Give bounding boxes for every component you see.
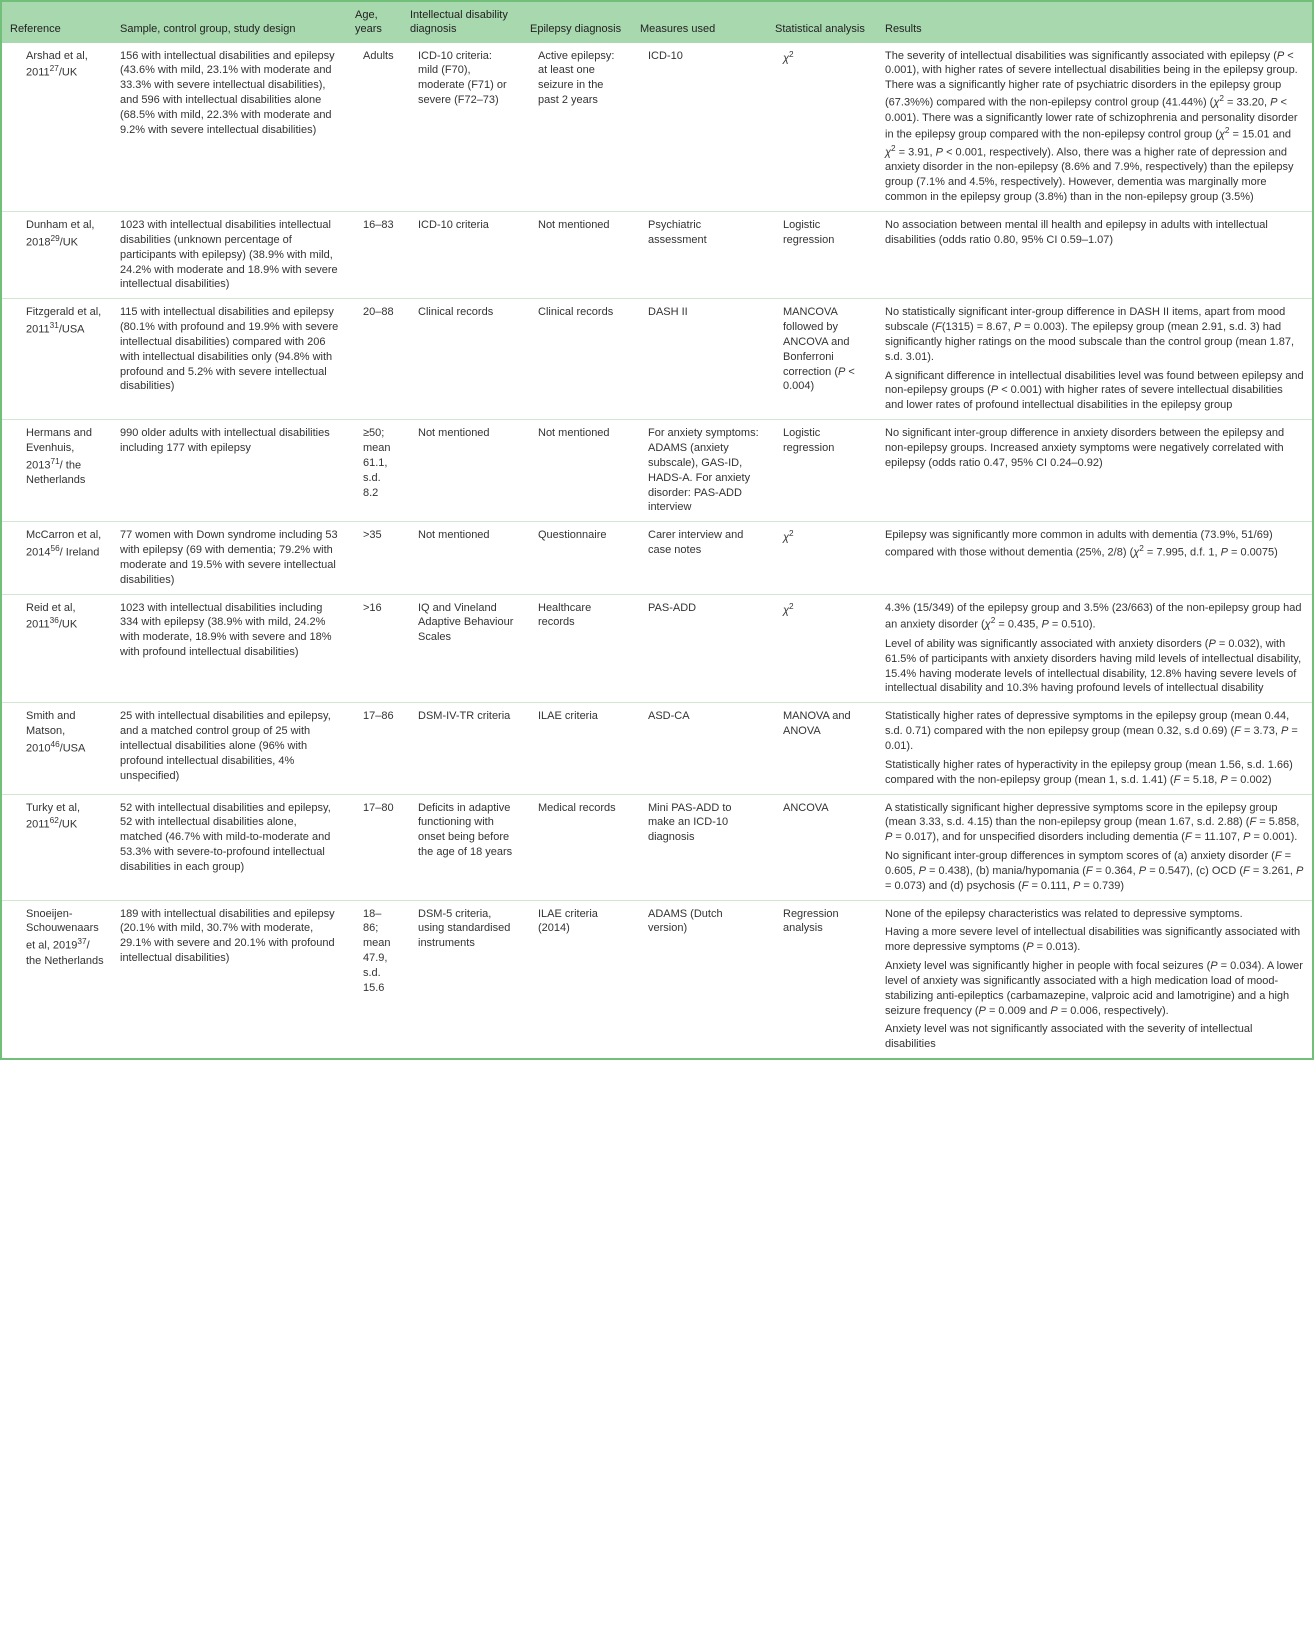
cell-age: 20–88 [347, 299, 402, 420]
cell-results: Statistically higher rates of depressive… [877, 703, 1312, 794]
cell-measures: For anxiety symptoms: ADAMS (anxiety sub… [632, 420, 767, 522]
table-body: Arshad et al, 201127/UK156 with intellec… [2, 43, 1312, 1059]
cell-reference: Hermans and Evenhuis, 201371/ the Nether… [2, 420, 112, 522]
cell-epilepsy-diagnosis: Medical records [522, 794, 632, 900]
study-table: Reference Sample, control group, study d… [2, 2, 1312, 1058]
table-row: Dunham et al, 201829/UK1023 with intelle… [2, 212, 1312, 299]
cell-reference: McCarron et al, 201456/ Ireland [2, 522, 112, 594]
cell-age: ≥50; mean 61.1, s.d. 8.2 [347, 420, 402, 522]
cell-sample: 52 with intellectual disabilities and ep… [112, 794, 347, 900]
cell-age: 17–80 [347, 794, 402, 900]
cell-reference: Reid et al, 201136/UK [2, 594, 112, 703]
cell-stats: χ2 [767, 43, 877, 212]
cell-results: None of the epilepsy characteristics was… [877, 900, 1312, 1058]
cell-age: >16 [347, 594, 402, 703]
cell-sample: 115 with intellectual disabilities and e… [112, 299, 347, 420]
col-reference: Reference [2, 2, 112, 43]
col-sample: Sample, control group, study design [112, 2, 347, 43]
cell-stats: Logistic regression [767, 420, 877, 522]
cell-reference: Snoeijen-Schouwenaars et al, 201937/ the… [2, 900, 112, 1058]
cell-sample: 25 with intellectual disabilities and ep… [112, 703, 347, 794]
cell-measures: Mini PAS-ADD to make an ICD-10 diagnosis [632, 794, 767, 900]
cell-stats: MANCOVA followed by ANCOVA and Bonferron… [767, 299, 877, 420]
table-row: Snoeijen-Schouwenaars et al, 201937/ the… [2, 900, 1312, 1058]
cell-id-diagnosis: DSM-5 criteria, using standardised instr… [402, 900, 522, 1058]
cell-id-diagnosis: Not mentioned [402, 420, 522, 522]
cell-measures: ADAMS (Dutch version) [632, 900, 767, 1058]
cell-sample: 990 older adults with intellectual disab… [112, 420, 347, 522]
cell-age: Adults [347, 43, 402, 212]
col-results: Results [877, 2, 1312, 43]
cell-age: >35 [347, 522, 402, 594]
cell-id-diagnosis: Not mentioned [402, 522, 522, 594]
cell-reference: Dunham et al, 201829/UK [2, 212, 112, 299]
cell-epilepsy-diagnosis: Not mentioned [522, 212, 632, 299]
cell-stats: χ2 [767, 522, 877, 594]
cell-results: A statistically significant higher depre… [877, 794, 1312, 900]
table-row: Arshad et al, 201127/UK156 with intellec… [2, 43, 1312, 212]
cell-results: No association between mental ill health… [877, 212, 1312, 299]
table-row: Turky et al, 201162/UK52 with intellectu… [2, 794, 1312, 900]
col-stats: Statistical analysis [767, 2, 877, 43]
cell-epilepsy-diagnosis: Active epilepsy: at least one seizure in… [522, 43, 632, 212]
cell-id-diagnosis: IQ and Vineland Adaptive Behaviour Scale… [402, 594, 522, 703]
cell-sample: 1023 with intellectual disabilities inte… [112, 212, 347, 299]
cell-sample: 156 with intellectual disabilities and e… [112, 43, 347, 212]
cell-results: Epilepsy was significantly more common i… [877, 522, 1312, 594]
cell-stats: χ2 [767, 594, 877, 703]
cell-stats: Regression analysis [767, 900, 877, 1058]
cell-epilepsy-diagnosis: Not mentioned [522, 420, 632, 522]
study-table-container: Reference Sample, control group, study d… [0, 0, 1314, 1060]
cell-measures: Carer interview and case notes [632, 522, 767, 594]
col-age: Age, years [347, 2, 402, 43]
table-row: Reid et al, 201136/UK1023 with intellect… [2, 594, 1312, 703]
cell-sample: 189 with intellectual disabilities and e… [112, 900, 347, 1058]
cell-sample: 77 women with Down syndrome including 53… [112, 522, 347, 594]
cell-results: The severity of intellectual disabilitie… [877, 43, 1312, 212]
col-epilepsy-diagnosis: Epilepsy diagnosis [522, 2, 632, 43]
cell-sample: 1023 with intellectual disabilities incl… [112, 594, 347, 703]
table-row: Fitzgerald et al, 201131/USA115 with int… [2, 299, 1312, 420]
cell-age: 16–83 [347, 212, 402, 299]
table-row: Smith and Matson, 201046/USA25 with inte… [2, 703, 1312, 794]
cell-age: 17–86 [347, 703, 402, 794]
cell-id-diagnosis: ICD-10 criteria: mild (F70), moderate (F… [402, 43, 522, 212]
cell-measures: DASH II [632, 299, 767, 420]
cell-stats: ANCOVA [767, 794, 877, 900]
table-header: Reference Sample, control group, study d… [2, 2, 1312, 43]
col-measures: Measures used [632, 2, 767, 43]
cell-measures: ICD-10 [632, 43, 767, 212]
cell-reference: Arshad et al, 201127/UK [2, 43, 112, 212]
cell-epilepsy-diagnosis: Clinical records [522, 299, 632, 420]
col-id-diagnosis: Intellectual disability diagnosis [402, 2, 522, 43]
cell-measures: ASD-CA [632, 703, 767, 794]
cell-reference: Smith and Matson, 201046/USA [2, 703, 112, 794]
cell-epilepsy-diagnosis: Questionnaire [522, 522, 632, 594]
cell-stats: MANOVA and ANOVA [767, 703, 877, 794]
cell-epilepsy-diagnosis: Healthcare records [522, 594, 632, 703]
header-row: Reference Sample, control group, study d… [2, 2, 1312, 43]
table-row: Hermans and Evenhuis, 201371/ the Nether… [2, 420, 1312, 522]
cell-epilepsy-diagnosis: ILAE criteria [522, 703, 632, 794]
table-row: McCarron et al, 201456/ Ireland77 women … [2, 522, 1312, 594]
cell-reference: Turky et al, 201162/UK [2, 794, 112, 900]
cell-id-diagnosis: DSM-IV-TR criteria [402, 703, 522, 794]
cell-reference: Fitzgerald et al, 201131/USA [2, 299, 112, 420]
cell-id-diagnosis: Deficits in adaptive functioning with on… [402, 794, 522, 900]
cell-age: 18–86; mean 47.9, s.d. 15.6 [347, 900, 402, 1058]
cell-results: No statistically significant inter-group… [877, 299, 1312, 420]
cell-id-diagnosis: Clinical records [402, 299, 522, 420]
cell-stats: Logistic regression [767, 212, 877, 299]
cell-results: 4.3% (15/349) of the epilepsy group and … [877, 594, 1312, 703]
cell-epilepsy-diagnosis: ILAE criteria (2014) [522, 900, 632, 1058]
cell-measures: Psychiatric assessment [632, 212, 767, 299]
cell-id-diagnosis: ICD-10 criteria [402, 212, 522, 299]
cell-results: No significant inter-group difference in… [877, 420, 1312, 522]
cell-measures: PAS-ADD [632, 594, 767, 703]
